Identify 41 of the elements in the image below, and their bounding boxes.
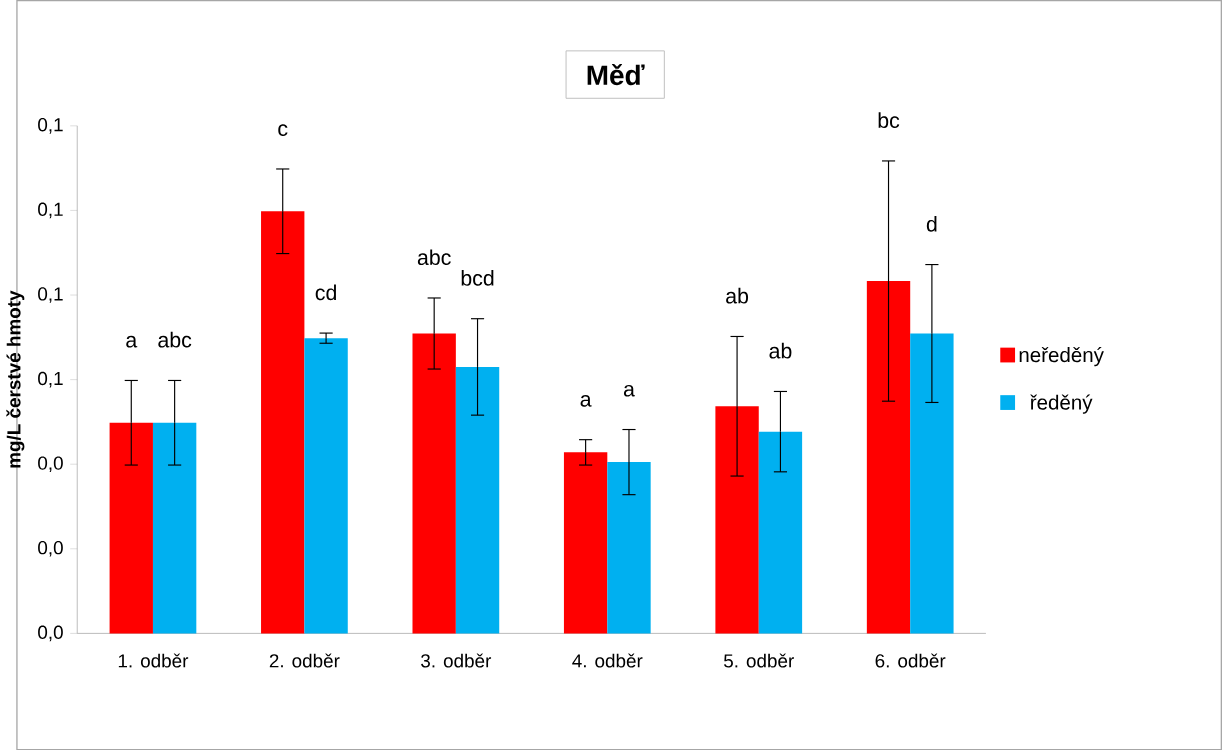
annotation: ab [726,287,749,304]
x-tick-label: 3. odběr [421,653,492,668]
bar [563,452,608,634]
y-tick-label: 0,1 [38,287,63,303]
x-tick-label: 5. odběr [723,653,794,668]
y-axis-title: mg/L čerstvé hmoty [6,290,25,468]
chart-title: Měď [587,63,645,85]
bar [607,461,651,634]
bar [152,422,197,634]
bar [910,333,954,634]
x-tick-label: 4. odběr [572,653,643,668]
annotation: a [126,335,138,348]
x-tick-label: 1. odběr [118,653,189,668]
y-tick-label: 0,0 [38,456,63,472]
bar [304,337,348,634]
bar [455,366,500,634]
annotation: a [623,384,635,397]
annotation: abc [417,249,451,265]
x-tick-label: 6. odběr [875,653,946,668]
y-tick-label: 0,0 [38,625,63,642]
annotation: cd [315,284,336,301]
annotation: bc [878,112,900,128]
y-tick-label: 0,1 [38,117,63,134]
annotation: abc [158,331,192,348]
x-tick-label: 2. odběr [269,653,340,668]
annotation: bcd [461,269,494,286]
bar [866,280,911,634]
annotation: d [926,215,937,232]
bar [261,211,305,634]
y-tick-label: 0,0 [38,540,63,557]
annotation: c [278,124,288,136]
legend-label: ředěný [1030,394,1093,414]
bar [758,431,803,634]
y-tick-label: 0,1 [38,202,63,219]
bar [412,333,456,634]
y-tick-label: 0,1 [38,371,63,388]
annotation: ab [769,342,792,359]
bar [715,406,759,634]
bar [109,422,153,634]
legend-label: neředěný [1019,346,1104,367]
annotation: a [580,394,592,407]
